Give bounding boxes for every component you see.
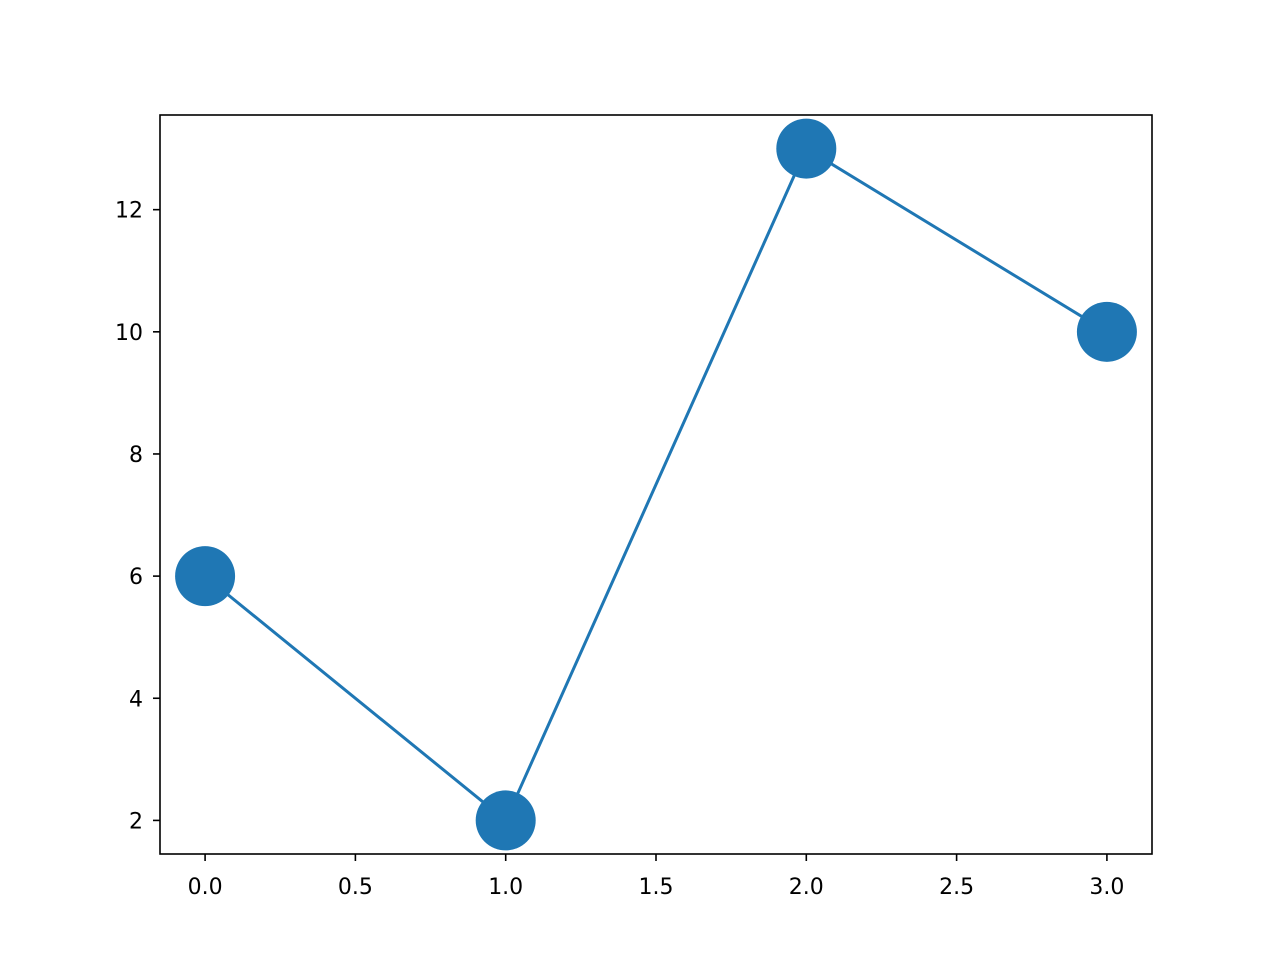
series-line (204, 147, 1108, 822)
data-point-marker (175, 546, 236, 607)
plot-area (175, 118, 1137, 851)
data-point-marker (475, 790, 536, 851)
y-tick-label: 2 (129, 809, 143, 834)
x-tick-label: 1.0 (488, 875, 523, 900)
x-tick-label: 0.0 (188, 875, 223, 900)
y-tick-label: 4 (129, 687, 143, 712)
data-point-marker (1076, 301, 1137, 362)
x-tick-label: 3.0 (1089, 875, 1124, 900)
y-tick-label: 8 (129, 443, 143, 468)
y-tick-label: 12 (115, 199, 143, 224)
y-tick-label: 6 (129, 565, 143, 590)
x-tick-label: 0.5 (338, 875, 373, 900)
y-tick-label: 10 (115, 321, 143, 346)
x-tick-label: 2.0 (789, 875, 824, 900)
x-axis: 0.0 0.5 1.0 1.5 2.0 2.5 3.0 (188, 854, 1124, 900)
data-point-marker (776, 118, 837, 179)
x-tick-label: 2.5 (939, 875, 974, 900)
y-axis: 2 4 6 8 10 12 (115, 199, 160, 834)
x-tick-label: 1.5 (639, 875, 674, 900)
